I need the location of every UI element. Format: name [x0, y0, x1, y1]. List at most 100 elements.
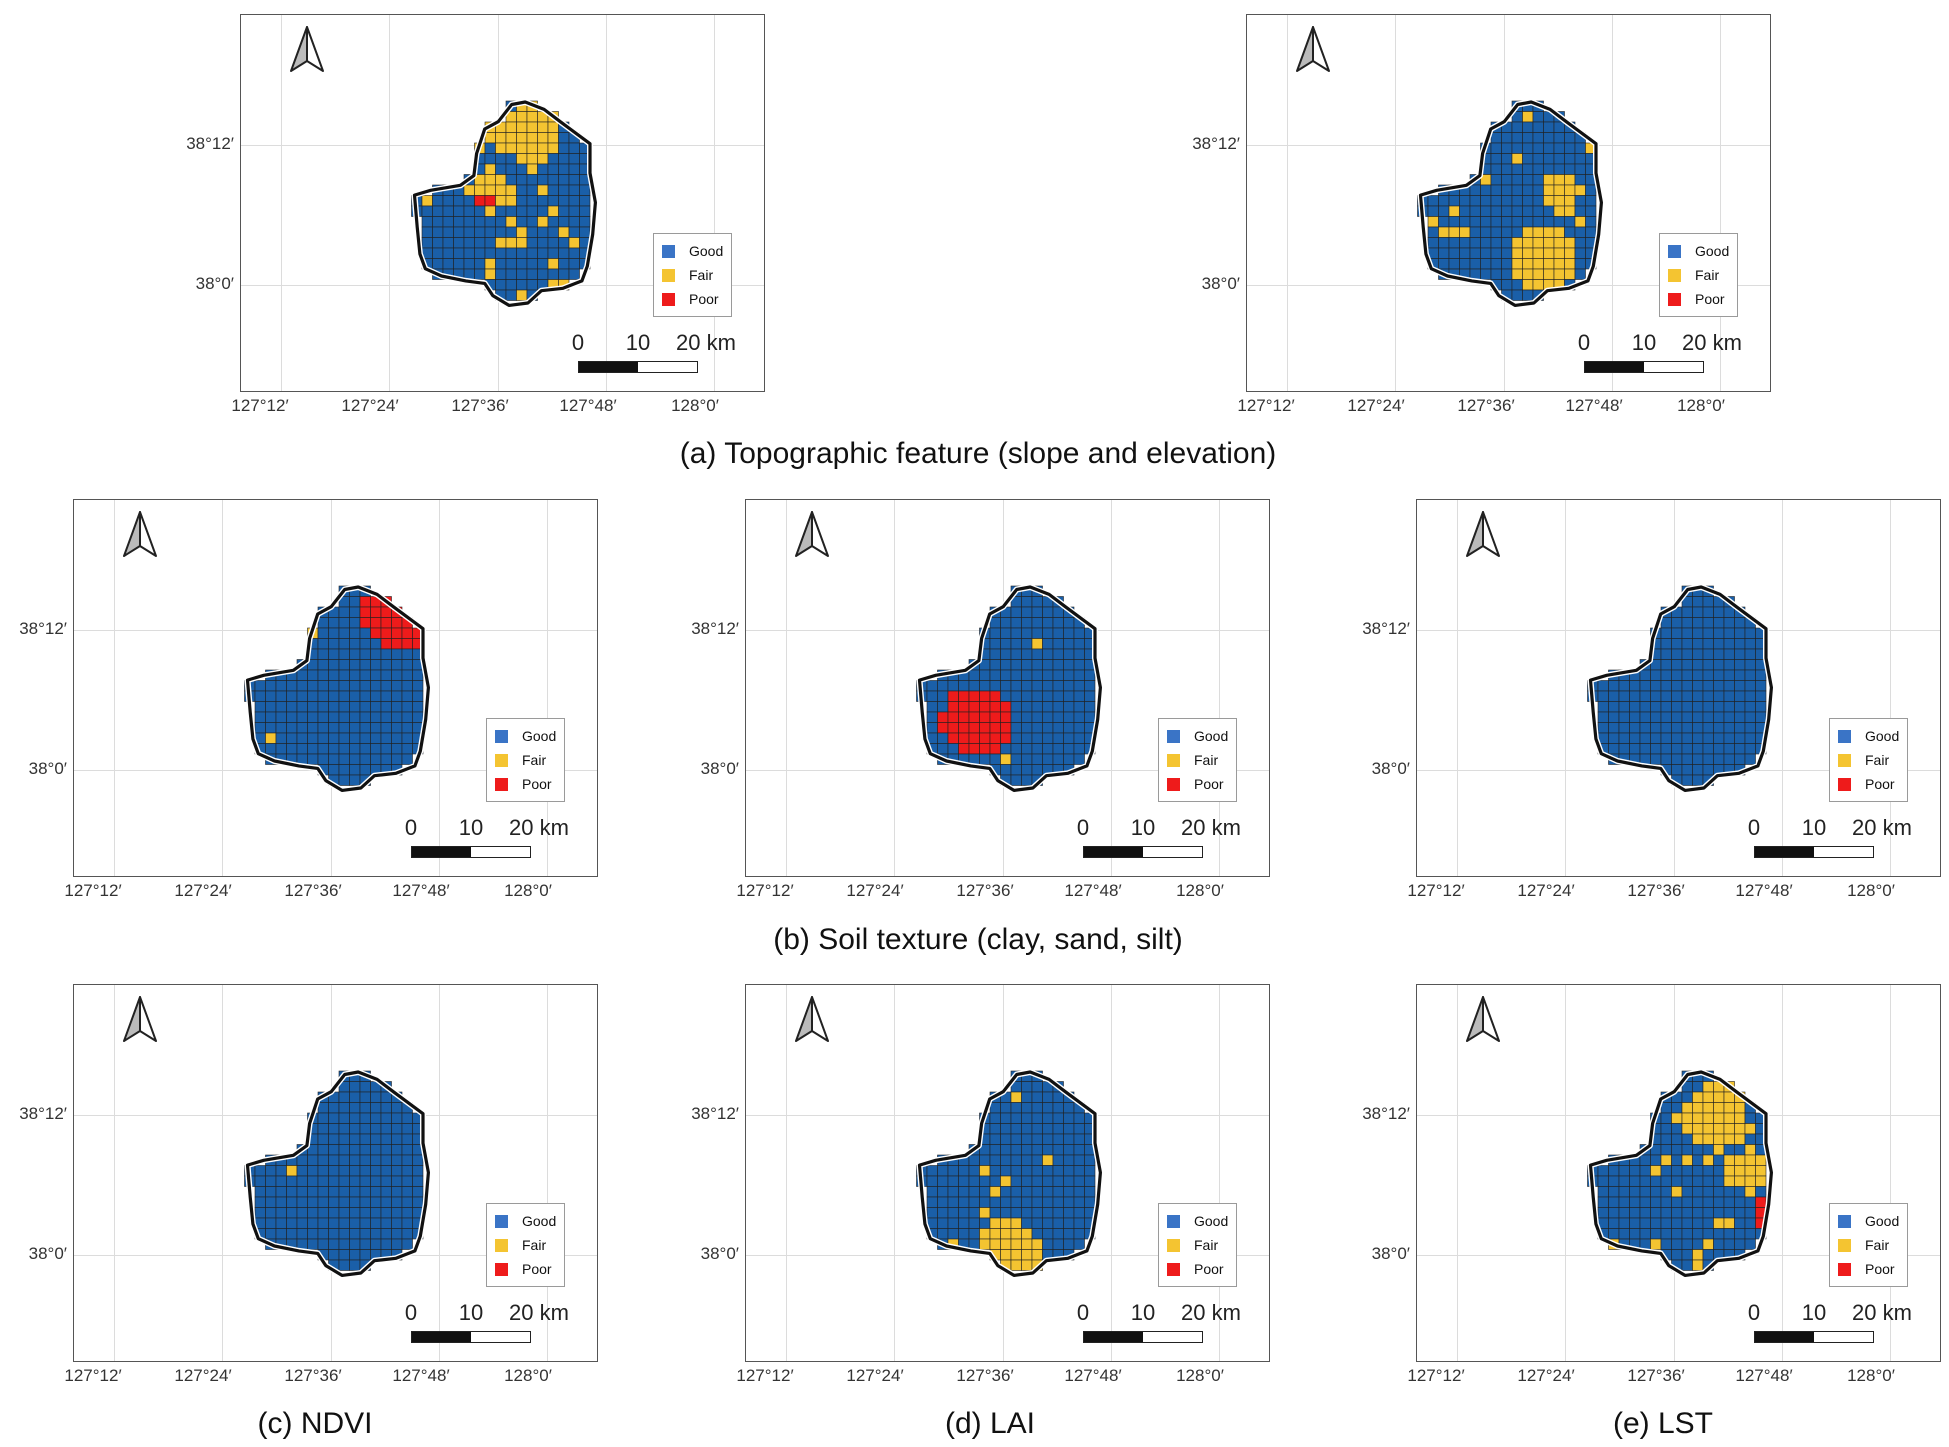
grid-cell-good [1042, 669, 1054, 681]
grid-cell-good [328, 690, 340, 702]
grid-cell-good [380, 1154, 392, 1166]
grid-cell-good [1501, 258, 1513, 270]
grid-cell-good [1681, 648, 1693, 660]
grid-cell-good [265, 743, 277, 755]
grid-cell-poor [947, 690, 959, 702]
grid-cell-good [1010, 764, 1022, 776]
grid-cell-good [495, 216, 507, 228]
grid-cell-good [432, 258, 444, 270]
grid-cell-good [338, 1238, 350, 1250]
grid-cell-fair [1021, 1228, 1033, 1240]
grid-cell-good [307, 753, 319, 765]
grid-cell-fair [537, 216, 549, 228]
grid-cell-good [1660, 1238, 1672, 1250]
grid-cell-good [1734, 1217, 1746, 1229]
grid-cell-good [947, 1175, 959, 1187]
grid-cell-good [1734, 701, 1746, 713]
grid-cell-good [568, 205, 580, 217]
grid-cell-good [1031, 1091, 1043, 1103]
grid-cell-fair [1021, 1249, 1033, 1261]
x-tick-label: 128°0′ [1176, 881, 1224, 900]
grid-cell-good [989, 1112, 1001, 1124]
grid-cell-good [979, 753, 991, 765]
grid-cell-fair [1553, 226, 1565, 238]
grid-cell-good [1501, 205, 1513, 217]
grid-cell-good [1713, 690, 1725, 702]
grid-cell-good [1574, 237, 1586, 249]
grid-cell-good [349, 638, 361, 650]
grid-cell-good [1597, 1175, 1609, 1187]
x-tick-label: 127°12′ [64, 881, 122, 900]
grid-cell-good [1702, 1228, 1714, 1240]
grid-cell-good [1660, 1186, 1672, 1198]
legend-swatch-good [1167, 729, 1180, 743]
grid-cell-good [1073, 711, 1085, 723]
grid-cell-good [338, 1207, 350, 1219]
grid-cell-good [317, 1123, 329, 1135]
grid-cell-poor [947, 711, 959, 723]
grid-cell-fair [1021, 1259, 1033, 1271]
grid-cell-good [1501, 174, 1513, 186]
grid-cell-good [296, 711, 308, 723]
grid-cell-good [979, 1186, 991, 1198]
grid-cell-good [947, 1217, 959, 1229]
grid-cell-good [1031, 1154, 1043, 1166]
grid-cell-good [495, 163, 507, 175]
grid-cell-good [579, 226, 591, 238]
grid-cell-good [1000, 648, 1012, 660]
grid-cell-good [1681, 638, 1693, 650]
grid-cell-good [1073, 1228, 1085, 1240]
x-tick-label: 127°12′ [1237, 396, 1295, 415]
grid-cell-good [1031, 606, 1043, 618]
legend: Good Fair Poor [486, 1203, 566, 1287]
legend-item-poor: Poor [495, 1257, 556, 1281]
grid-cell-good [401, 1112, 413, 1124]
grid-cell-poor [979, 701, 991, 713]
grid-cell-fair [1532, 237, 1544, 249]
grid-cell-good [1522, 121, 1534, 133]
scale-label-ten: 10 [625, 330, 651, 355]
grid-cell-good [338, 1144, 350, 1156]
x-tick-label: 127°36′ [1627, 1366, 1685, 1385]
grid-cell-good [338, 743, 350, 755]
grid-cell-good [1608, 1217, 1620, 1229]
grid-cell-good [1639, 690, 1651, 702]
x-tick-label: 127°24′ [341, 396, 399, 415]
grid-cell-good [286, 711, 298, 723]
grid-cell-good [401, 711, 413, 723]
grid-cell-good [1660, 753, 1672, 765]
grid-cell-good [1063, 1217, 1075, 1229]
grid-cell-good [463, 247, 475, 259]
grid-cell-good [1713, 1165, 1725, 1177]
grid-cell-good [1511, 121, 1523, 133]
grid-cell-good [1490, 237, 1502, 249]
grid-cell-good [338, 648, 350, 660]
grid-cell-good [1713, 638, 1725, 650]
grid-cell-good [1073, 722, 1085, 734]
grid-cell-good [1608, 1175, 1620, 1187]
legend-swatch-good [1668, 244, 1681, 258]
grid-cell-good [1052, 1102, 1064, 1114]
grid-cell-good [349, 659, 361, 671]
grid-cell-good [1702, 627, 1714, 639]
grid-cell-good [526, 205, 538, 217]
grid-cell-good [401, 1217, 413, 1229]
grid-cell-good [1734, 659, 1746, 671]
grid-cell-good [1723, 711, 1735, 723]
legend-label-poor: Poor [1865, 1261, 1895, 1277]
grid-cell-good [989, 1165, 1001, 1177]
grid-cell-good [1681, 764, 1693, 776]
grid-cell-good [1084, 1165, 1096, 1177]
grid-cell-good [317, 627, 329, 639]
grid-cell-good [495, 268, 507, 280]
grid-cell-good [1681, 774, 1693, 786]
grid-cell-good [989, 1133, 1001, 1145]
grid-cell-good [1010, 648, 1022, 660]
grid-cell-good [1608, 1165, 1620, 1177]
grid-cell-good [1692, 1186, 1704, 1198]
grid-cell-good [317, 1144, 329, 1156]
grid-cell-good [1522, 163, 1534, 175]
grid-cell-fair [526, 142, 538, 154]
grid-cell-good [1744, 627, 1756, 639]
grid-cell-good [317, 1175, 329, 1187]
